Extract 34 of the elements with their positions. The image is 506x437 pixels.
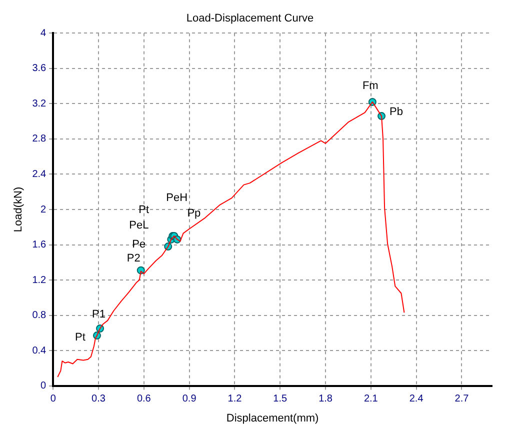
annotation: Fm (362, 80, 378, 92)
annotation: Pe (132, 238, 146, 251)
annotation: PeH (166, 192, 188, 204)
chart-title: Load-Displacement Curve (186, 12, 314, 25)
x-tick-label: 2.7 (454, 394, 470, 405)
x-tick-label: 0.3 (92, 394, 106, 405)
y-tick-label: 0.4 (32, 345, 47, 356)
annotation: Pt (74, 332, 86, 344)
y-tick-label: 0.8 (32, 310, 47, 322)
x-tick-label: 1.2 (228, 394, 242, 405)
x-axis-title: Displacement(mm) (226, 412, 319, 424)
x-tick-label: 1.5 (273, 394, 288, 405)
y-tick-label: 4 (40, 28, 47, 39)
annotation: Pt (138, 204, 150, 216)
annotation: P1 (92, 308, 106, 321)
y-tick-label: 2 (40, 204, 47, 216)
y-tick-label: 2.8 (32, 134, 47, 145)
x-tick-label: 0.9 (182, 394, 197, 405)
x-tick-label: 2.1 (364, 394, 378, 405)
annotation: PeL (129, 220, 149, 232)
annotation: P2 (126, 252, 140, 264)
y-tick-label: 1.6 (32, 240, 47, 251)
x-tick-label: 1.8 (318, 394, 333, 405)
annotation: Pb (390, 106, 403, 118)
y-tick-label: 3.6 (32, 63, 47, 74)
y-tick-label: 0 (40, 380, 47, 392)
annotation: Pp (187, 208, 201, 220)
y-tick-label: 1.2 (32, 274, 47, 286)
y-axis-title: Load(kN) (12, 186, 25, 232)
x-tick-label: 0 (50, 394, 56, 405)
y-tick-label: 3.2 (32, 98, 47, 110)
x-tick-label: 0.6 (136, 394, 152, 405)
y-tick-label: 2.4 (32, 168, 47, 180)
x-tick-label: 2.4 (409, 394, 424, 405)
